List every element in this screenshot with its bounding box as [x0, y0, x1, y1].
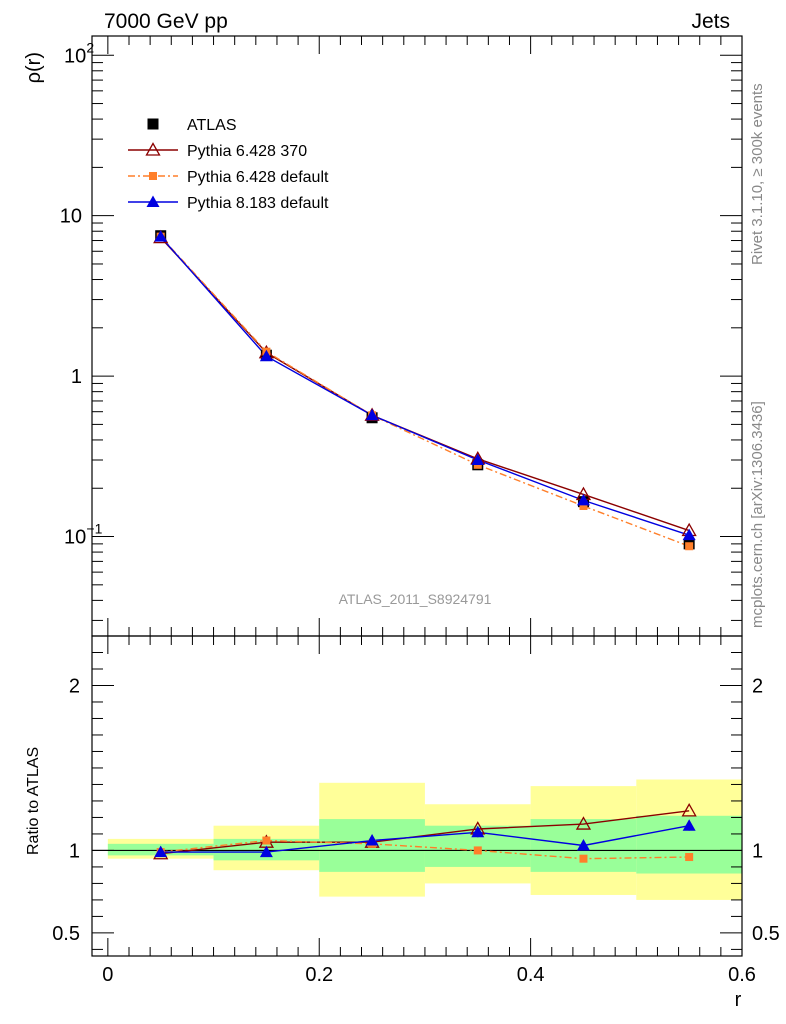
- ratio-point-pythia-6-428-default: [262, 836, 271, 845]
- ratio-ylabel: Ratio to ATLAS: [25, 747, 42, 855]
- ratio-ytick-label: 2: [69, 675, 80, 697]
- main-point-pythia-6-428-default: [579, 502, 588, 511]
- source-info: mcplots.cern.ch [arXiv:1306.3436]: [749, 401, 766, 628]
- rivet-info: Rivet 3.1.10, ≥ 300k events: [749, 83, 766, 265]
- main-ylabel: ρ(r): [23, 52, 45, 83]
- legend: ATLAS Pythia 6.428 370 Pythia 6.428 defaul…: [128, 117, 329, 212]
- ratio-point-pythia-8-183-default: [259, 845, 273, 858]
- x-tick-label: 0.6: [728, 964, 756, 986]
- legend-label-pythia-6-428-default: Pythia 6.428 default: [187, 169, 329, 186]
- ratio-ytick-label-right: 2: [752, 675, 763, 697]
- legend-marker-pythia-6-428-370: [145, 142, 161, 156]
- main-point-pythia-8-183-default: [576, 493, 590, 506]
- header-left: 7000 GeV pp: [104, 10, 228, 33]
- legend-label-pythia-8-183-default: Pythia 8.183 default: [187, 195, 329, 212]
- ratio-point-pythia-8-183-default: [576, 838, 590, 851]
- legend-label-pythia-6-428-370: Pythia 6.428 370: [187, 143, 307, 160]
- legend-marker-pythia-6-428-default: [149, 172, 157, 180]
- main-line-pythia-8-183-default: [160, 236, 690, 536]
- ratio-point-pythia-8-183-default: [154, 845, 168, 858]
- x-tick-label: 0: [102, 964, 113, 986]
- ratio-ytick-label: 1: [69, 840, 80, 862]
- main-point-pythia-8-183-default: [365, 408, 379, 421]
- main-point-pythia-8-183-default: [259, 349, 273, 362]
- legend-marker-pythia-8-183-default: [146, 195, 160, 207]
- main-ytick-exponent: 2: [86, 39, 94, 55]
- legend-marker-atlas: [147, 118, 159, 130]
- ratio-line-pythia-8-183-default: [160, 825, 690, 853]
- ratio-ytick-label: 0.5: [52, 923, 80, 945]
- legend-label-atlas: ATLAS: [187, 117, 237, 134]
- main-ytick-label: 1: [71, 366, 82, 388]
- ratio-ytick-label-right: 0.5: [752, 923, 780, 945]
- main-point-pythia-8-183-default: [471, 453, 485, 465]
- ratio-point-pythia-6-428-default: [579, 854, 588, 863]
- ratio-point-pythia-6-428-default: [473, 846, 482, 855]
- ratio-point-pythia-8-183-default: [471, 825, 485, 838]
- ratio-panel: 0.5 0.5 1 1 2 2 0 0.2 0.4 0.6 Ratio to ATLAS r: [25, 635, 780, 1011]
- header-right: Jets: [691, 10, 730, 33]
- ratio-point-pythia-6-428-default: [685, 853, 694, 862]
- main-line-pythia-6-428-default: [160, 236, 690, 547]
- main-ytick-label: 10: [64, 45, 86, 67]
- ratio-point-pythia-6-428-370: [575, 816, 592, 830]
- main-ytick-label: 10: [60, 206, 82, 228]
- ratio-line-pythia-6-428-default: [160, 839, 690, 860]
- analysis-label: ATLAS_2011_S8924791: [339, 591, 492, 607]
- main-point-pythia-8-183-default: [154, 230, 168, 242]
- x-axis-label: r: [735, 989, 742, 1011]
- main-line-pythia-6-428-370: [160, 237, 690, 532]
- x-tick-label: 0.4: [517, 964, 545, 986]
- main-point-pythia-8-183-default: [682, 528, 696, 541]
- main-ytick-exponent: −1: [86, 521, 102, 537]
- ratio-point-pythia-8-183-default: [365, 834, 379, 846]
- ratio-point-pythia-6-428-370: [681, 803, 697, 817]
- ratio-frame: [91, 635, 743, 957]
- ratio-point-pythia-8-183-default: [682, 819, 696, 831]
- main-point-pythia-6-428-default: [685, 542, 694, 551]
- x-tick-label: 0.2: [305, 964, 333, 986]
- ratio-ytick-label-right: 1: [752, 840, 763, 862]
- main-ytick-label: 10: [64, 527, 86, 549]
- ratio-line-pythia-6-428-370: [160, 810, 690, 855]
